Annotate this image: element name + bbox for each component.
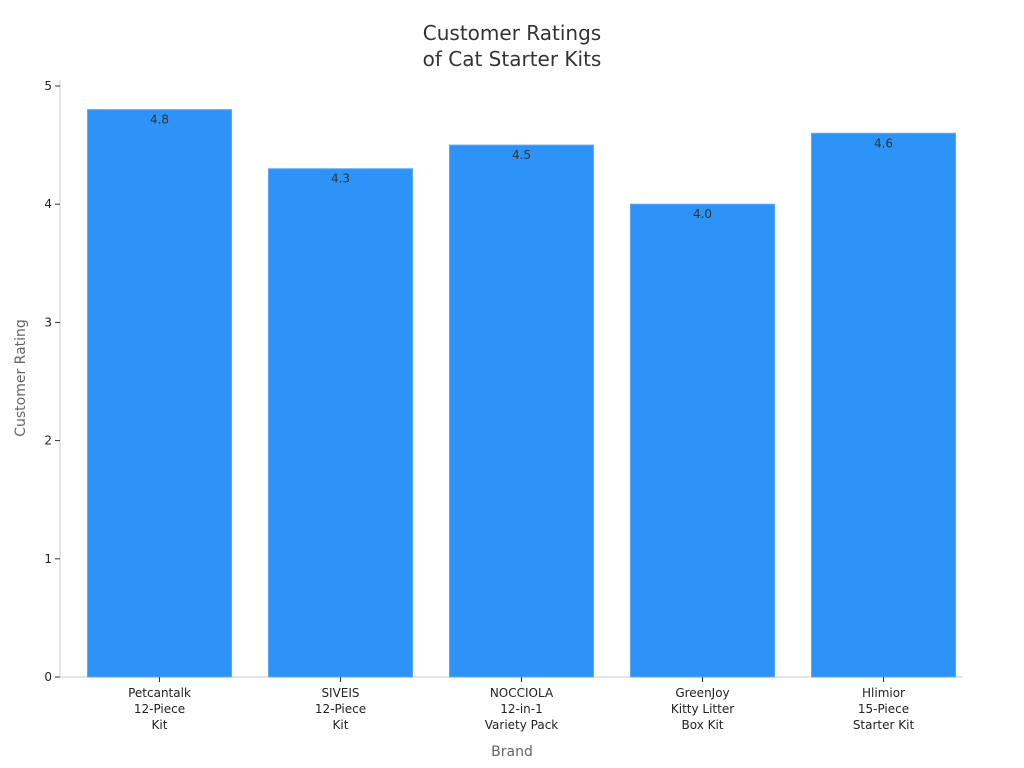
chart-title-line-2: of Cat Starter Kits [423, 47, 602, 71]
data-label: 4.3 [331, 172, 350, 186]
data-label: 4.6 [874, 136, 893, 150]
x-tick-label: Hlimior [862, 686, 905, 700]
x-tick-label: 12-Piece [134, 702, 185, 716]
x-tick-label: 12-Piece [315, 702, 366, 716]
x-tick-label: Kit [152, 718, 168, 732]
y-tick-label: 4 [44, 197, 52, 211]
chart-title: Customer Ratings of Cat Starter Kits [423, 21, 602, 71]
bar [630, 203, 775, 678]
x-tick-label: Kitty Litter [671, 702, 734, 716]
x-tick-label: 15-Piece [858, 702, 909, 716]
data-label: 4.0 [693, 207, 712, 221]
y-tick-label: 3 [44, 315, 52, 329]
x-tick-label: Starter Kit [853, 718, 915, 732]
x-tick-label: NOCCIOLA [490, 686, 554, 700]
bar [449, 144, 594, 678]
bar [87, 109, 232, 678]
x-tick-label: Box Kit [681, 718, 723, 732]
x-tick-label: GreenJoy [675, 686, 729, 700]
chart-title-line-1: Customer Ratings [423, 21, 601, 45]
data-label: 4.8 [150, 113, 169, 127]
y-tick-label: 5 [44, 79, 52, 93]
plot-area: 0 1 2 3 4 5 4.8 Petcantalk 12-Piece Kit 4.3 SIVEIS 1… [44, 79, 963, 732]
x-tick-label: Petcantalk [128, 686, 191, 700]
x-tick-label: 12-in-1 [500, 702, 543, 716]
bar [811, 132, 956, 678]
bar [268, 168, 413, 678]
x-tick-label: SIVEIS [321, 686, 359, 700]
y-tick-label: 1 [44, 552, 52, 566]
x-tick-label: Variety Pack [485, 718, 559, 732]
y-tick-label: 2 [44, 434, 52, 448]
y-axis-title: Customer Rating [13, 319, 29, 437]
x-axis-title: Brand [491, 744, 533, 760]
x-tick-label: Kit [333, 718, 349, 732]
y-tick-label: 0 [44, 670, 52, 684]
data-label: 4.5 [512, 148, 531, 162]
